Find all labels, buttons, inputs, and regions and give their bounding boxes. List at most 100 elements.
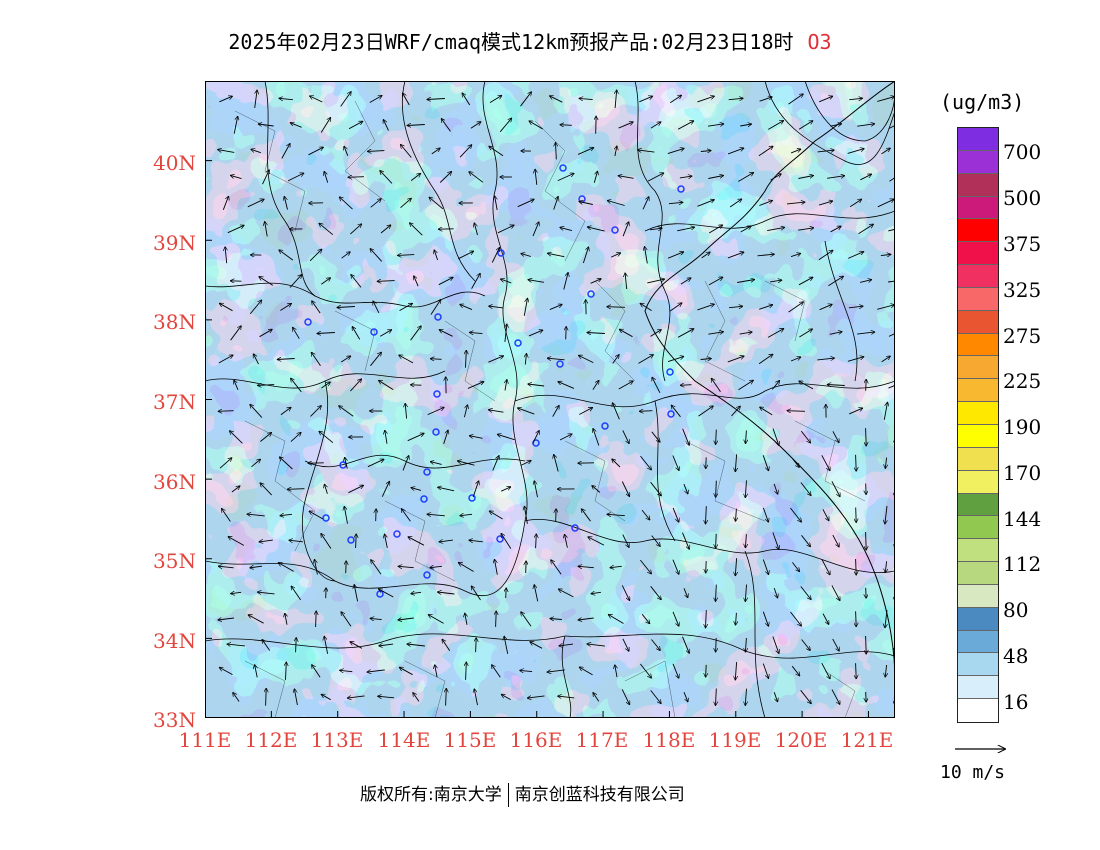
- wind-arrow: [527, 696, 545, 698]
- wind-arrow: [227, 225, 244, 234]
- wind-arrow: [529, 121, 543, 130]
- wind-arrow: [745, 688, 746, 706]
- wind-arrow: [548, 253, 565, 258]
- wind-arrow: [471, 273, 481, 289]
- wind-arrow: [651, 535, 661, 547]
- lon-label-114e: 114E: [377, 728, 431, 752]
- wind-arrow: [496, 611, 497, 627]
- wind-arrow: [610, 566, 622, 567]
- wind-arrow: [746, 430, 747, 444]
- wind-arrow: [460, 304, 473, 311]
- legend-level-500: 500: [1003, 186, 1042, 210]
- wind-arrow: [320, 118, 330, 133]
- legend-level-275: 275: [1003, 324, 1042, 348]
- wind-arrow: [309, 249, 322, 262]
- wind-arrow: [370, 618, 382, 619]
- wind-arrow: [407, 125, 425, 126]
- wind-arrow: [248, 615, 264, 624]
- wind-arrow: [621, 481, 629, 497]
- legend-unit: (ug/m3): [940, 90, 1025, 114]
- wind-arrow: [294, 689, 298, 706]
- wind-arrow: [787, 411, 805, 412]
- wind-arrow: [771, 381, 779, 390]
- province-boundaries: [205, 81, 895, 718]
- wind-arrow: [222, 196, 228, 210]
- wind-arrow: [528, 280, 544, 283]
- wind-arrow: [439, 172, 451, 183]
- wind-arrow: [593, 429, 600, 446]
- wind-arrow: [465, 613, 467, 625]
- wind-arrow: [247, 199, 264, 208]
- wind-arrow: [738, 173, 753, 182]
- wind-arrow: [593, 693, 600, 702]
- wind-arrow: [697, 304, 714, 311]
- wind-arrow: [701, 252, 710, 259]
- wind-arrow: [370, 249, 383, 262]
- wind-arrow: [697, 96, 714, 103]
- wind-arrow: [799, 329, 812, 338]
- wind-arrow: [489, 146, 504, 157]
- wind-arrow: [819, 96, 833, 103]
- wind-arrow: [407, 433, 424, 442]
- wind-arrow: [265, 222, 268, 237]
- wind-arrow: [672, 611, 679, 626]
- wind-arrow: [312, 665, 321, 678]
- wind-arrow: [410, 326, 422, 341]
- wind-arrow: [592, 486, 601, 493]
- lon-label-120e: 120E: [774, 728, 828, 752]
- wind-arrow: [287, 489, 305, 490]
- wind-arrow: [348, 121, 363, 130]
- wind-arrow: [340, 670, 353, 671]
- legend-swatch: [958, 493, 998, 517]
- wind-arrow: [800, 586, 811, 599]
- wind-arrow: [818, 250, 833, 261]
- wind-arrow: [446, 688, 447, 706]
- wind-arrow: [405, 403, 406, 419]
- copyright-left: 版权所有:南京大学: [360, 785, 502, 805]
- wind-arrow: [772, 636, 779, 654]
- wind-arrow: [469, 540, 483, 542]
- wind-arrow: [735, 558, 736, 576]
- wind-arrow: [505, 380, 507, 391]
- wind-arrow: [762, 611, 768, 627]
- wind-arrow: [474, 223, 478, 236]
- lat-label-39n: 39N: [153, 231, 196, 255]
- wind-arrow: [251, 459, 260, 468]
- lon-label-119e: 119E: [708, 728, 762, 752]
- wind-arrow: [369, 96, 382, 103]
- wind-arrow: [312, 301, 321, 314]
- wind-arrow: [277, 359, 295, 360]
- wind-arrow: [727, 148, 744, 155]
- wind-arrow: [672, 559, 679, 575]
- wind-arrow: [647, 279, 664, 284]
- wind-arrow: [587, 644, 605, 646]
- wind-arrow: [442, 639, 451, 651]
- wind-arrow: [399, 303, 413, 311]
- wind-arrow: [441, 119, 451, 132]
- legend-swatch: [958, 447, 998, 471]
- wind-arrow: [591, 592, 601, 593]
- wind-arrow: [682, 636, 690, 654]
- wind-arrow: [290, 432, 301, 442]
- legend-level-80: 80: [1003, 598, 1029, 622]
- wind-arrow: [667, 252, 684, 259]
- wind-arrow: [378, 696, 395, 698]
- wind-arrow: [466, 662, 467, 680]
- wind-arrow: [790, 507, 801, 522]
- wind-arrow: [367, 670, 385, 672]
- wind-arrow: [856, 558, 857, 575]
- wind-arrow: [866, 635, 867, 654]
- wind-arrow: [578, 566, 594, 567]
- wind-arrow: [258, 124, 274, 126]
- wind-arrow: [640, 663, 651, 678]
- wind-arrow: [798, 277, 813, 286]
- wind-arrow: [885, 610, 887, 628]
- wind-arrow: [398, 566, 414, 567]
- wind-arrow: [532, 431, 540, 444]
- wind-arrow: [370, 352, 381, 367]
- wind-arrow: [579, 667, 593, 676]
- wind-arrow: [429, 197, 444, 210]
- wind-arrow: [856, 507, 857, 523]
- wind-arrow: [788, 94, 804, 105]
- wind-arrow: [520, 461, 531, 466]
